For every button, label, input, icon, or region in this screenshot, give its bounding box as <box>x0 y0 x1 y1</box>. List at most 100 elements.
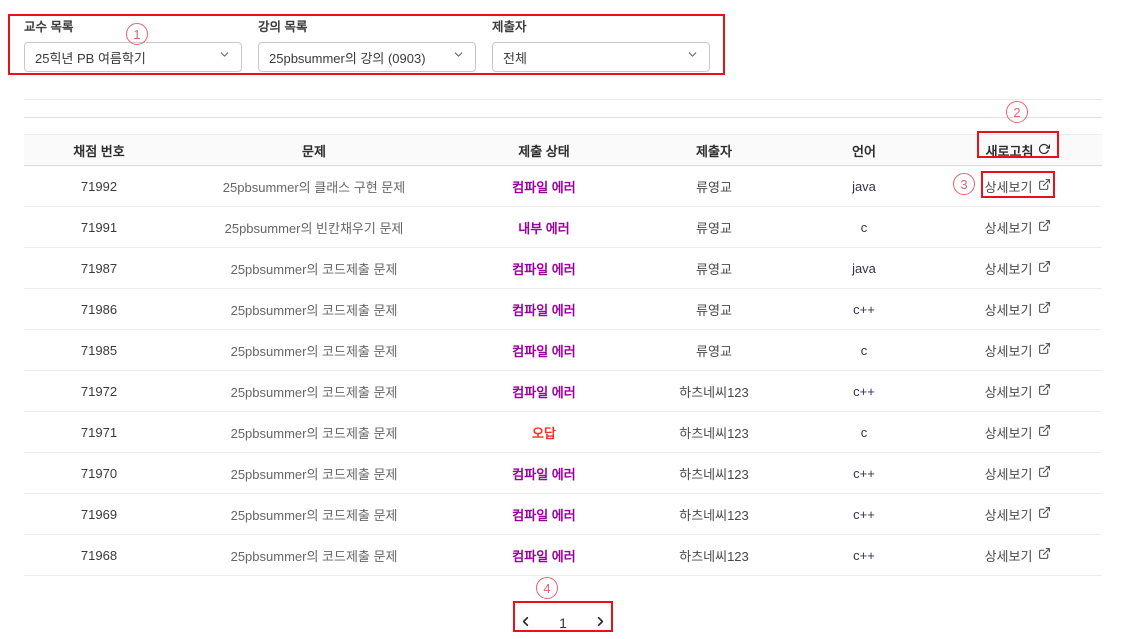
detail-view-link[interactable]: 상세보기 <box>985 341 1052 360</box>
detail-view-link[interactable]: 상세보기 <box>985 177 1052 196</box>
table-header-row: 채점 번호 문제 제출 상태 제출자 언어 새로고침 <box>24 134 1102 166</box>
detail-view-link[interactable]: 상세보기 <box>985 505 1052 524</box>
cell-grading-no: 71987 <box>80 260 118 276</box>
table-row: 71971 25pbsummer의 코드제출 문제 오답 하츠네씨123 c 상… <box>24 412 1102 453</box>
external-link-icon <box>1038 424 1051 440</box>
cell-status: 컴파일 에러 <box>512 179 576 195</box>
cell-language: c++ <box>853 301 875 317</box>
cell-problem: 25pbsummer의 빈칸채우기 문제 <box>224 220 404 236</box>
submitter-filter-label: 제출자 <box>492 20 527 34</box>
external-link-icon <box>1038 260 1051 276</box>
cell-language: c++ <box>853 465 875 481</box>
cell-status: 컴파일 에러 <box>512 302 576 318</box>
detail-view-label: 상세보기 <box>984 507 1033 523</box>
submissions-table: 채점 번호 문제 제출 상태 제출자 언어 새로고침 71992 25pbsum… <box>24 134 1102 576</box>
detail-view-link[interactable]: 상세보기 <box>985 218 1052 237</box>
cell-problem: 25pbsummer의 코드제출 문제 <box>230 261 398 277</box>
external-link-icon <box>1038 383 1051 399</box>
cell-language: c++ <box>853 383 875 399</box>
cell-submitter: 하츠네씨123 <box>679 466 749 482</box>
cell-submitter: 하츠네씨123 <box>679 425 749 441</box>
next-page-button[interactable] <box>591 612 610 634</box>
cell-status: 컴파일 에러 <box>512 466 576 482</box>
table-row: 71987 25pbsummer의 코드제출 문제 컴파일 에러 류영교 jav… <box>24 248 1102 289</box>
cell-grading-no: 71986 <box>80 301 118 317</box>
chevron-left-icon <box>518 614 533 632</box>
cell-status: 내부 에러 <box>518 220 570 236</box>
detail-view-label: 상세보기 <box>984 548 1033 564</box>
submitter-select[interactable]: 전체 <box>492 42 710 72</box>
cell-submitter: 류영교 <box>696 343 732 359</box>
cell-submitter: 류영교 <box>696 220 732 236</box>
cell-problem: 25pbsummer의 코드제출 문제 <box>230 507 398 523</box>
cell-grading-no: 71992 <box>80 178 118 194</box>
chevron-down-icon <box>218 48 231 66</box>
lecture-filter: 강의 목록 25pbsummer의 강의 (0903) <box>258 16 476 72</box>
detail-view-label: 상세보기 <box>984 179 1033 195</box>
detail-view-link[interactable]: 상세보기 <box>985 259 1052 278</box>
cell-status: 컴파일 에러 <box>512 507 576 523</box>
detail-view-label: 상세보기 <box>984 384 1033 400</box>
cell-problem: 25pbsummer의 클래스 구현 문제 <box>222 179 406 195</box>
table-row: 71968 25pbsummer의 코드제출 문제 컴파일 에러 하츠네씨123… <box>24 535 1102 576</box>
cell-status: 컴파일 에러 <box>512 261 576 277</box>
professor-select-value: 25힉년 PB 여름학기 <box>35 50 146 66</box>
detail-view-link[interactable]: 상세보기 <box>985 300 1052 319</box>
detail-view-link[interactable]: 상세보기 <box>985 464 1052 483</box>
cell-grading-no: 71970 <box>80 465 118 481</box>
cell-grading-no: 71972 <box>80 383 118 399</box>
external-link-icon <box>1038 219 1051 235</box>
cell-language: c++ <box>853 506 875 522</box>
submitter-filter: 제출자 전체 <box>492 16 710 72</box>
chevron-down-icon <box>452 48 465 66</box>
submitter-select-value: 전체 <box>503 50 527 66</box>
chevron-right-icon <box>593 614 608 632</box>
cell-submitter: 류영교 <box>696 302 732 318</box>
detail-view-label: 상세보기 <box>984 425 1033 441</box>
cell-problem: 25pbsummer의 코드제출 문제 <box>230 302 398 318</box>
table-top-divider <box>24 117 1102 118</box>
external-link-icon <box>1038 301 1051 317</box>
cell-language: java <box>852 260 876 276</box>
table-row: 71992 25pbsummer의 클래스 구현 문제 컴파일 에러 류영교 j… <box>24 166 1102 207</box>
header-submitter: 제출자 <box>696 143 732 159</box>
cell-problem: 25pbsummer의 코드제출 문제 <box>230 384 398 400</box>
detail-view-label: 상세보기 <box>984 466 1033 482</box>
header-status: 제출 상태 <box>518 143 570 159</box>
professor-select[interactable]: 25힉년 PB 여름학기 <box>24 42 242 72</box>
cell-status: 컴파일 에러 <box>512 343 576 359</box>
detail-view-label: 상세보기 <box>984 220 1033 236</box>
detail-view-link[interactable]: 상세보기 <box>985 546 1052 565</box>
prev-page-button[interactable] <box>516 612 535 634</box>
cell-grading-no: 71968 <box>80 547 118 563</box>
lecture-select-value: 25pbsummer의 강의 (0903) <box>269 50 426 66</box>
header-language: 언어 <box>852 143 876 159</box>
cell-submitter: 류영교 <box>696 261 732 277</box>
cell-problem: 25pbsummer의 코드제출 문제 <box>230 548 398 564</box>
cell-status: 컴파일 에러 <box>512 548 576 564</box>
external-link-icon <box>1038 547 1051 563</box>
cell-grading-no: 71969 <box>80 506 118 522</box>
cell-grading-no: 71991 <box>80 219 118 235</box>
detail-view-link[interactable]: 상세보기 <box>985 423 1052 442</box>
cell-status: 오답 <box>532 425 556 441</box>
detail-view-label: 상세보기 <box>984 302 1033 318</box>
filter-bar: 교수 목록 25힉년 PB 여름학기 강의 목록 25pbsummer의 강의 … <box>0 0 1126 72</box>
table-row: 71991 25pbsummer의 빈칸채우기 문제 내부 에러 류영교 c 상… <box>24 207 1102 248</box>
cell-status: 컴파일 에러 <box>512 384 576 400</box>
refresh-button[interactable]: 새로고침 <box>934 141 1102 160</box>
annotation-circle-4: 4 <box>536 577 558 599</box>
external-link-icon <box>1038 342 1051 358</box>
annotation-circle-2: 2 <box>1006 101 1028 123</box>
pagination: 1 <box>0 608 1126 638</box>
lecture-select[interactable]: 25pbsummer의 강의 (0903) <box>258 42 476 72</box>
cell-language: c <box>860 219 868 235</box>
chevron-down-icon <box>686 48 699 66</box>
cell-grading-no: 71971 <box>80 424 118 440</box>
cell-language: java <box>852 178 876 194</box>
external-link-icon <box>1038 506 1051 522</box>
external-link-icon <box>1038 465 1051 481</box>
professor-filter: 교수 목록 25힉년 PB 여름학기 <box>24 16 242 72</box>
detail-view-link[interactable]: 상세보기 <box>985 382 1052 401</box>
